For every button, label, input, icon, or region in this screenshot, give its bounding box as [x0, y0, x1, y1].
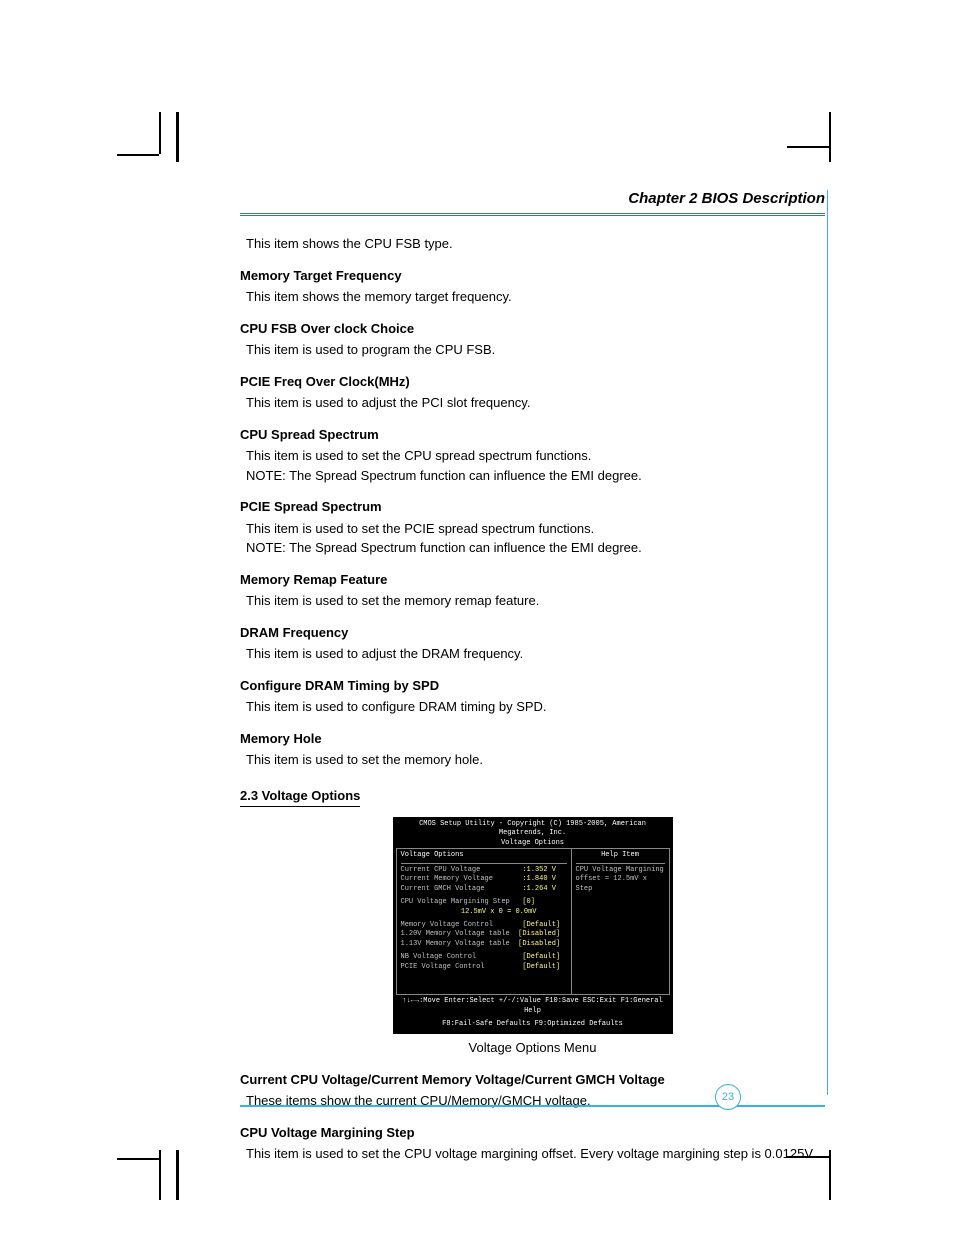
bios-row: Current CPU Voltage :1.352 V [401, 866, 567, 875]
chapter-header: Chapter 2 BIOS Description [240, 190, 825, 216]
bios-caption: Voltage Options Menu [240, 1038, 825, 1058]
section-cpu-voltage-margining: CPU Voltage Margining Step This item is … [240, 1123, 825, 1164]
bios-row: Current GMCH Voltage :1.264 V [401, 885, 567, 894]
bios-help-text: CPU Voltage Margining [576, 866, 665, 875]
bios-row: Current Memory Voltage :1.840 V [401, 875, 567, 884]
bios-right-panel: Help Item CPU Voltage Margining offset =… [572, 848, 670, 995]
bios-row: 1.20V Memory Voltage table [Disabled] [401, 930, 567, 939]
bios-row: 12.5mV x 0 = 0.0mV [401, 908, 567, 917]
bios-row: NB Voltage Control [Default] [401, 953, 567, 962]
vertical-accent-line [827, 190, 828, 1095]
bios-row: PCIE Voltage Control [Default] [401, 963, 567, 972]
section-dram-frequency: DRAM Frequency This item is used to adju… [240, 623, 825, 664]
crop-mark-tl2 [176, 112, 179, 162]
section-memory-remap: Memory Remap Feature This item is used t… [240, 570, 825, 611]
section-cpu-spread-spectrum: CPU Spread Spectrum This item is used to… [240, 425, 825, 486]
page-content: Chapter 2 BIOS Description This item sho… [240, 190, 825, 1176]
bios-footer-keys: F8:Fail-Safe Defaults F9:Optimized Defau… [396, 1018, 670, 1031]
section-memory-hole: Memory Hole This item is used to set the… [240, 729, 825, 770]
bios-panels: Voltage Options Current CPU Voltage :1.3… [396, 848, 670, 995]
section-configure-dram-timing: Configure DRAM Timing by SPD This item i… [240, 676, 825, 717]
bios-screenshot: CMOS Setup Utility - Copyright (C) 1985-… [393, 817, 673, 1034]
bios-left-header: Voltage Options [401, 851, 567, 863]
section-memory-target-frequency: Memory Target Frequency This item shows … [240, 266, 825, 307]
intro-text: This item shows the CPU FSB type. [240, 234, 825, 254]
bios-row: CPU Voltage Margining Step [0] [401, 898, 567, 907]
section-cpu-fsb-overclock: CPU FSB Over clock Choice This item is u… [240, 319, 825, 360]
page-number-badge: 23 [715, 1084, 741, 1110]
bios-row: 1.13V Memory Voltage table [Disabled] [401, 940, 567, 949]
bios-footer-keys: ↑↓←→:Move Enter:Select +/-/:Value F10:Sa… [396, 995, 670, 1018]
bios-screenshot-wrap: CMOS Setup Utility - Copyright (C) 1985-… [240, 817, 825, 1058]
content-body: This item shows the CPU FSB type. Memory… [240, 216, 825, 1164]
section-pcie-freq-overclock: PCIE Freq Over Clock(MHz) This item is u… [240, 372, 825, 413]
crop-mark-tr2 [787, 146, 829, 148]
bios-help-text: offset = 12.5mV x Step [576, 875, 665, 894]
section-title-voltage: 2.3 Voltage Options [240, 786, 360, 808]
section-pcie-spread-spectrum: PCIE Spread Spectrum This item is used t… [240, 497, 825, 558]
bios-right-header: Help Item [576, 851, 665, 863]
crop-mark-bl2 [176, 1150, 179, 1200]
bios-subtitle: Voltage Options [396, 839, 670, 848]
bios-row: Memory Voltage Control [Default] [401, 921, 567, 930]
bios-title: CMOS Setup Utility - Copyright (C) 1985-… [396, 820, 670, 839]
bios-left-panel: Voltage Options Current CPU Voltage :1.3… [396, 848, 572, 995]
